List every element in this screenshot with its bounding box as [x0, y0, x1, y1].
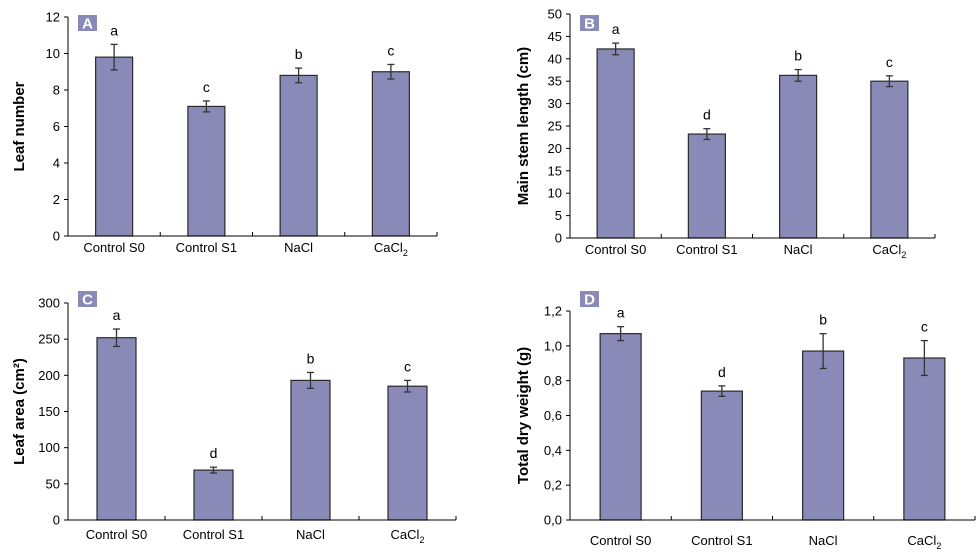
significance-label: c — [387, 42, 394, 58]
significance-label: b — [794, 48, 802, 64]
significance-label: a — [110, 22, 118, 38]
y-tick-label: 200 — [38, 368, 60, 383]
y-tick-label: 8 — [53, 83, 60, 98]
y-tick-label: 300 — [38, 296, 60, 311]
bar — [779, 74, 818, 239]
panel-badge — [78, 15, 97, 31]
y-tick-label: 50 — [46, 476, 60, 491]
bar — [387, 385, 428, 521]
panel-badge — [580, 15, 599, 31]
y-tick-label: 150 — [38, 404, 60, 419]
category-label: CaCl2 — [374, 240, 408, 258]
y-axis-title: Leaf number — [11, 81, 28, 171]
category-label: Control S1 — [176, 240, 237, 255]
bar — [870, 80, 909, 239]
y-tick-label: 10 — [548, 186, 562, 201]
panel-d: Da Control S0 d Control S1 b NaCl c CaCl2 0,0 0,2… — [515, 291, 976, 551]
bar — [279, 74, 318, 237]
y-tick-label: 0 — [53, 513, 60, 528]
y-tick-label: 25 — [548, 119, 562, 134]
y-axis-title: Total dry weight (g) — [515, 347, 532, 484]
category-label: NaCl — [284, 240, 313, 255]
y-tick-label: 50 — [548, 7, 562, 22]
y-tick-label: 35 — [548, 74, 562, 89]
panel-badge-label: B — [584, 16, 595, 33]
y-tick-label: 10 — [46, 46, 60, 61]
significance-label: d — [718, 364, 726, 380]
bar — [187, 105, 226, 237]
y-tick-label: 0 — [53, 229, 60, 244]
significance-label: a — [113, 307, 121, 323]
y-tick-label: 0,8 — [544, 373, 562, 388]
category-label: Control S1 — [691, 533, 752, 548]
category-label: Control S1 — [183, 527, 244, 542]
y-tick-label: 2 — [53, 192, 60, 207]
category-label: CaCl2 — [872, 242, 906, 260]
y-tick-label: 5 — [555, 208, 562, 223]
y-tick-label: 12 — [46, 10, 60, 25]
y-tick-label: 100 — [38, 440, 60, 455]
y-tick-label: 0,2 — [544, 478, 562, 493]
significance-label: b — [307, 350, 315, 366]
panel-c: Ca Control S0 d Control S1 b NaCl c CaCl2 0 50 100… — [11, 291, 457, 545]
y-axis-title: Leaf area (cm²) — [11, 358, 28, 465]
category-label: NaCl — [809, 533, 838, 548]
bar — [96, 337, 137, 521]
panel-badge-label: D — [584, 292, 595, 309]
category-label: Control S0 — [83, 240, 144, 255]
y-tick-label: 0 — [555, 231, 562, 246]
significance-label: c — [404, 358, 411, 374]
panel-badge — [78, 291, 97, 307]
y-tick-label: 250 — [38, 332, 60, 347]
significance-label: b — [295, 46, 303, 62]
y-tick-label: 1,2 — [544, 304, 562, 319]
bar — [193, 469, 234, 521]
significance-label: d — [703, 107, 711, 123]
category-label: NaCl — [784, 242, 813, 257]
significance-label: c — [921, 319, 928, 335]
panel-badge-label: C — [82, 292, 93, 309]
y-tick-label: 0,0 — [544, 513, 562, 528]
bar — [599, 333, 642, 521]
bar — [95, 56, 134, 237]
category-label: NaCl — [296, 527, 325, 542]
bar — [802, 350, 845, 521]
significance-label: a — [617, 305, 625, 321]
y-axis-title: Main stem length (cm) — [515, 47, 532, 205]
bar — [687, 133, 726, 239]
y-tick-label: 0,6 — [544, 408, 562, 423]
y-tick-label: 1,0 — [544, 338, 562, 353]
y-tick-label: 0,4 — [544, 443, 562, 458]
bar — [903, 357, 946, 521]
category-label: CaCl2 — [391, 527, 425, 545]
y-tick-label: 40 — [548, 51, 562, 66]
y-tick-label: 4 — [53, 156, 60, 171]
significance-label: a — [612, 21, 620, 37]
significance-label: c — [203, 79, 210, 95]
bar — [290, 379, 331, 521]
significance-label: c — [886, 54, 893, 70]
category-label: CaCl2 — [907, 533, 941, 551]
y-tick-label: 20 — [548, 141, 562, 156]
bar — [596, 48, 635, 239]
category-label: Control S0 — [590, 533, 651, 548]
category-label: Control S0 — [585, 242, 646, 257]
significance-label: b — [819, 312, 827, 328]
y-tick-label: 30 — [548, 96, 562, 111]
bar — [700, 390, 743, 521]
y-tick-label: 6 — [53, 119, 60, 134]
panel-badge-label: A — [82, 16, 93, 33]
category-label: Control S0 — [86, 527, 147, 542]
bar — [371, 71, 410, 237]
category-label: Control S1 — [676, 242, 737, 257]
y-tick-label: 15 — [548, 163, 562, 178]
significance-label: d — [210, 445, 218, 461]
panel-badge — [580, 291, 599, 307]
y-tick-label: 45 — [548, 29, 562, 44]
